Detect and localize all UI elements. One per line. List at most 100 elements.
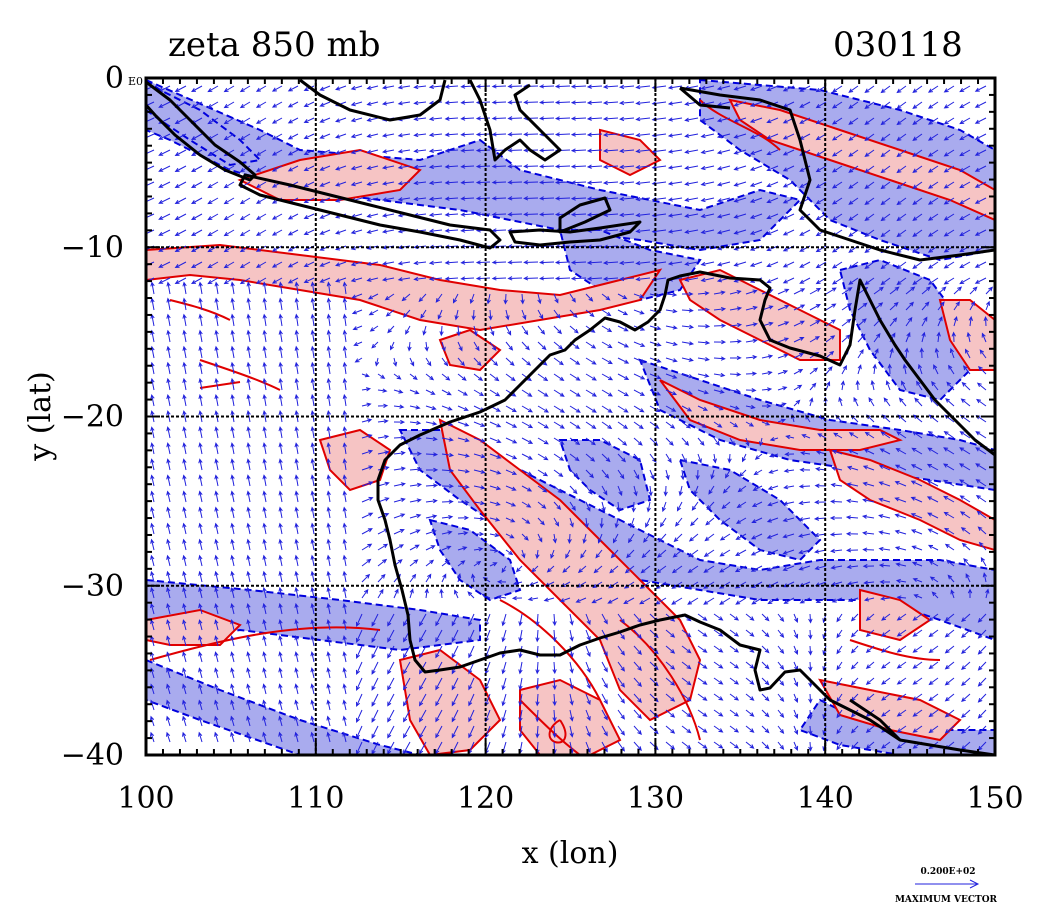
- wind-vector: [294, 522, 299, 535]
- wind-vector: [539, 196, 555, 201]
- wind-vector: [441, 559, 450, 567]
- wind-vector: [733, 229, 747, 235]
- wind-vector: [310, 667, 315, 679]
- wind-vector: [729, 322, 743, 328]
- wind-vector: [697, 421, 707, 429]
- wind-vector: [601, 373, 614, 381]
- wind-vector: [985, 286, 993, 295]
- wind-vector: [326, 667, 331, 679]
- wind-vector: [166, 426, 171, 439]
- wind-vector: [146, 133, 155, 140]
- wind-vector: [441, 405, 453, 411]
- wind-vector: [350, 133, 363, 139]
- wind-vector: [554, 260, 571, 265]
- wind-vector: [174, 181, 187, 189]
- wind-vector: [230, 426, 235, 439]
- wind-vector: [799, 85, 811, 92]
- wind-vector: [633, 693, 642, 703]
- wind-vector: [704, 533, 715, 542]
- wind-vector: [371, 725, 379, 739]
- wind-vector: [864, 229, 875, 237]
- wind-vector: [409, 544, 420, 551]
- wind-vector: [570, 180, 587, 185]
- wind-vector: [896, 245, 907, 254]
- wind-vector: [713, 405, 724, 411]
- wind-vector: [927, 213, 939, 221]
- wind-vector: [619, 196, 635, 202]
- wind-vector: [413, 148, 427, 154]
- wind-vector: [452, 293, 459, 304]
- wind-vector: [864, 261, 875, 269]
- wind-vector: [521, 405, 534, 413]
- wind-vector: [520, 293, 525, 305]
- wind-vector: [585, 613, 591, 626]
- wind-vector: [505, 533, 515, 539]
- wind-vector: [505, 357, 515, 366]
- wind-vector: [713, 693, 724, 701]
- wind-vector: [649, 645, 659, 655]
- wind-vector: [531, 565, 539, 573]
- wind-vector: [825, 319, 836, 327]
- wind-vector: [255, 245, 267, 252]
- wind-vector: [953, 301, 960, 311]
- wind-vector: [612, 533, 619, 544]
- wind-vector: [959, 117, 971, 125]
- wind-vector: [439, 588, 444, 599]
- wind-vector: [444, 148, 459, 153]
- wind-vector: [457, 357, 465, 367]
- wind-vector: [543, 597, 555, 602]
- wind-vector: [700, 181, 715, 187]
- wind-vector: [207, 181, 219, 189]
- wind-vector: [444, 180, 459, 185]
- wind-vector: [491, 180, 507, 185]
- wind-vector: [928, 661, 939, 670]
- wind-vector: [390, 341, 395, 351]
- wind-vector: [393, 497, 406, 503]
- wind-vector: [303, 117, 315, 123]
- wind-vector: [460, 180, 475, 185]
- wind-vector: [214, 715, 219, 727]
- wind-vector: [271, 277, 283, 284]
- wind-vector: [356, 677, 363, 691]
- wind-vector: [518, 613, 523, 627]
- wind-vector: [733, 85, 747, 91]
- vector-key-value: 0.200E+02: [920, 867, 975, 877]
- wind-vector: [278, 458, 283, 471]
- wind-vector: [914, 397, 923, 407]
- wind-vector: [326, 281, 332, 295]
- wind-vector: [799, 117, 811, 124]
- wind-vector: [703, 549, 715, 557]
- wind-vector: [246, 618, 251, 631]
- wind-vector: [374, 357, 380, 367]
- wind-vector: [649, 725, 659, 735]
- wind-vector: [602, 148, 619, 153]
- wind-vector: [451, 693, 459, 707]
- wind-vector: [505, 485, 517, 491]
- wind-vector: [246, 602, 251, 615]
- wind-vector: [310, 426, 315, 439]
- wind-vector: [960, 398, 971, 407]
- wind-vector: [896, 613, 907, 621]
- wind-vector: [409, 529, 421, 535]
- wind-vector: [582, 533, 587, 544]
- wind-vector: [381, 229, 395, 234]
- wind-vector: [278, 731, 283, 743]
- wind-vector: [977, 613, 987, 623]
- wind-vector: [921, 316, 928, 327]
- wind-vector: [927, 133, 939, 141]
- wind-vector: [182, 731, 187, 743]
- wind-vector: [928, 629, 939, 638]
- wind-vector: [963, 558, 971, 567]
- wind-vector: [961, 677, 971, 687]
- wind-vector: [965, 573, 971, 583]
- wind-vector: [214, 281, 219, 295]
- wind-vector: [916, 380, 923, 391]
- wind-vector: [585, 357, 597, 365]
- wind-vector: [617, 309, 629, 316]
- wind-vector: [661, 501, 667, 513]
- wind-vector: [808, 725, 813, 736]
- wind-vector: [505, 549, 514, 556]
- wind-vector: [873, 348, 879, 359]
- wind-vector: [729, 613, 740, 621]
- wind-vector: [961, 645, 971, 655]
